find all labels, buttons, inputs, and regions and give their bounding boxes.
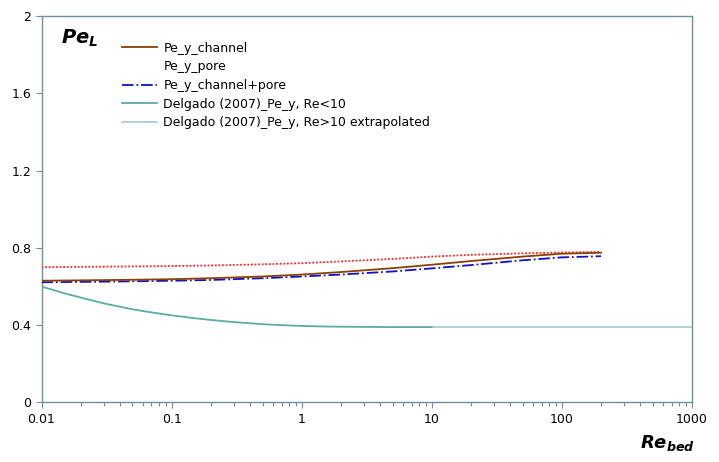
Delgado (2007)_Pe_y, Re>10 extrapolated xyxy=(649,324,657,330)
Pe_y_channel+pore xyxy=(336,272,345,277)
Delgado (2007)_Pe_y, Re<10 xyxy=(360,324,368,330)
Pe_y_pore xyxy=(336,259,345,264)
Delgado (2007)_Pe_y, Re<10 xyxy=(37,284,46,289)
Pe_y_channel+pore xyxy=(37,280,46,285)
Delgado (2007)_Pe_y, Re<10 xyxy=(147,310,156,315)
Delgado (2007)_Pe_y, Re>10 extrapolated xyxy=(687,324,696,330)
Delgado (2007)_Pe_y, Re>10 extrapolated xyxy=(428,324,436,330)
Delgado (2007)_Pe_y, Re<10 xyxy=(206,317,215,323)
Delgado (2007)_Pe_y, Re<10 xyxy=(320,324,329,329)
Pe_y_pore xyxy=(428,254,436,259)
Delgado (2007)_Pe_y, Re<10 xyxy=(258,322,267,327)
Text: $\bfit{Pe_L}$: $\bfit{Pe_L}$ xyxy=(61,28,99,49)
Pe_y_channel+pore xyxy=(76,279,85,285)
Pe_y_channel xyxy=(467,258,475,264)
Delgado (2007)_Pe_y, Re<10 xyxy=(191,316,199,321)
Pe_y_channel xyxy=(597,250,605,255)
Pe_y_channel+pore xyxy=(388,269,397,274)
Pe_y_channel+pore xyxy=(168,278,176,284)
Delgado (2007)_Pe_y, Re<10 xyxy=(388,324,397,330)
Line: Pe_y_channel: Pe_y_channel xyxy=(42,253,601,281)
Line: Pe_y_channel+pore: Pe_y_channel+pore xyxy=(42,256,601,282)
Delgado (2007)_Pe_y, Re<10 xyxy=(60,291,69,296)
Pe_y_channel xyxy=(258,274,267,279)
Pe_y_pore xyxy=(298,261,306,266)
Pe_y_channel xyxy=(518,254,527,259)
Delgado (2007)_Pe_y, Re>10 extrapolated xyxy=(467,324,475,330)
Pe_y_channel xyxy=(298,272,306,277)
Pe_y_channel xyxy=(336,269,345,275)
Delgado (2007)_Pe_y, Re<10 xyxy=(229,319,238,325)
Line: Pe_y_pore: Pe_y_pore xyxy=(42,252,601,267)
Text: $\bfit{Re_{bed}}$: $\bfit{Re_{bed}}$ xyxy=(640,433,695,453)
Delgado (2007)_Pe_y, Re>10 extrapolated xyxy=(557,324,566,330)
Pe_y_pore xyxy=(37,264,46,270)
Pe_y_pore xyxy=(518,250,527,256)
Pe_y_channel xyxy=(428,262,436,267)
Pe_y_pore xyxy=(168,263,176,269)
Delgado (2007)_Pe_y, Re<10 xyxy=(336,324,345,329)
Delgado (2007)_Pe_y, Re<10 xyxy=(408,324,416,330)
Pe_y_channel+pore xyxy=(428,266,436,271)
Pe_y_pore xyxy=(258,261,267,267)
Pe_y_pore xyxy=(557,250,566,255)
Delgado (2007)_Pe_y, Re<10 xyxy=(76,295,85,300)
Pe_y_channel+pore xyxy=(258,275,267,281)
Delgado (2007)_Pe_y, Re<10 xyxy=(428,324,436,330)
Pe_y_channel+pore xyxy=(597,254,605,259)
Pe_y_channel xyxy=(168,276,176,282)
Delgado (2007)_Pe_y, Re>10 extrapolated xyxy=(597,324,605,330)
Pe_y_pore xyxy=(76,264,85,270)
Pe_y_pore xyxy=(128,264,137,269)
Pe_y_pore xyxy=(597,249,605,255)
Pe_y_channel+pore xyxy=(518,257,527,263)
Delgado (2007)_Pe_y, Re<10 xyxy=(278,322,286,328)
Delgado (2007)_Pe_y, Re>10 extrapolated xyxy=(518,324,527,330)
Pe_y_pore xyxy=(388,256,397,261)
Line: Delgado (2007)_Pe_y, Re<10: Delgado (2007)_Pe_y, Re<10 xyxy=(42,286,432,327)
Pe_y_channel xyxy=(206,275,215,281)
Legend: Pe_y_channel, Pe_y_pore, Pe_y_channel+pore, Delgado (2007)_Pe_y, Re<10, Delgado : Pe_y_channel, Pe_y_pore, Pe_y_channel+po… xyxy=(119,39,433,132)
Delgado (2007)_Pe_y, Re<10 xyxy=(298,323,306,328)
Delgado (2007)_Pe_y, Re<10 xyxy=(128,307,137,312)
Pe_y_channel+pore xyxy=(206,277,215,283)
Pe_y_channel xyxy=(128,277,137,283)
Pe_y_pore xyxy=(206,263,215,268)
Pe_y_channel+pore xyxy=(557,255,566,260)
Delgado (2007)_Pe_y, Re<10 xyxy=(99,301,108,306)
Pe_y_channel xyxy=(37,278,46,284)
Pe_y_channel+pore xyxy=(128,279,137,284)
Pe_y_channel+pore xyxy=(298,274,306,279)
Pe_y_channel xyxy=(557,251,566,256)
Pe_y_channel xyxy=(76,278,85,283)
Delgado (2007)_Pe_y, Re<10 xyxy=(168,312,176,318)
Pe_y_channel+pore xyxy=(467,262,475,268)
Pe_y_channel xyxy=(388,265,397,271)
Pe_y_pore xyxy=(467,252,475,258)
